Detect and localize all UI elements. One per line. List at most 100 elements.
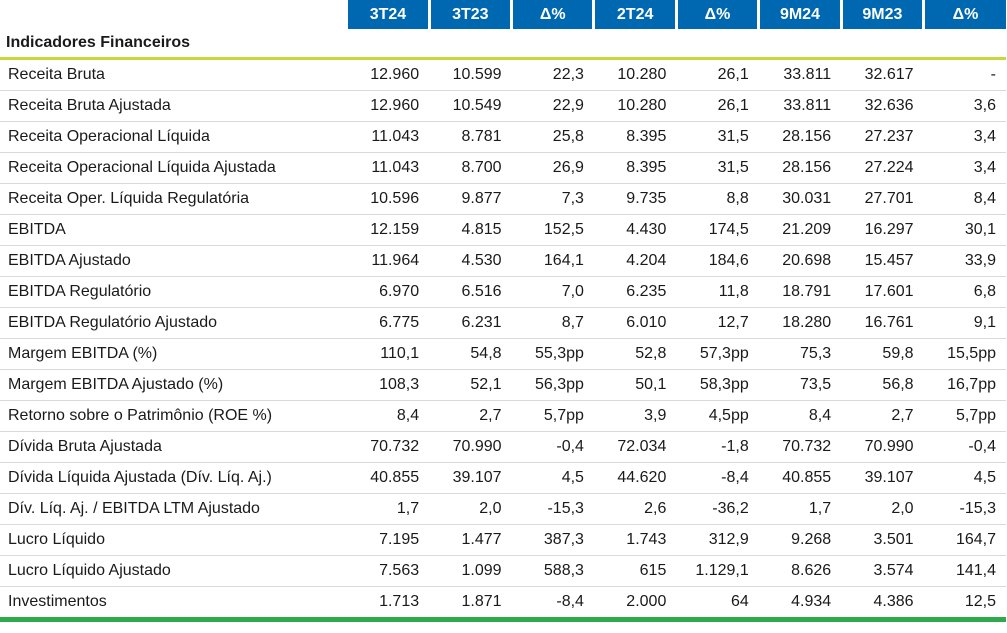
value-cell: 12.960 bbox=[346, 90, 430, 122]
value-cell: 58,3pp bbox=[676, 369, 759, 401]
value-cell: 55,3pp bbox=[511, 338, 594, 370]
column-header: Δ% bbox=[923, 0, 1006, 29]
column-header: Δ% bbox=[676, 0, 761, 29]
value-cell: 2,0 bbox=[429, 493, 512, 525]
table-row: Margem EBITDA Ajustado (%) 108,3 52,1 56,3p… bbox=[0, 369, 1006, 401]
value-cell: 8.395 bbox=[593, 152, 677, 184]
row-label: Receita Bruta bbox=[0, 58, 347, 91]
value-cell: 7.195 bbox=[346, 524, 430, 556]
value-cell: 4.934 bbox=[758, 586, 842, 622]
value-cell: 22,3 bbox=[511, 58, 594, 91]
value-cell: 174,5 bbox=[676, 214, 759, 246]
value-cell: 10.596 bbox=[346, 183, 430, 215]
value-cell: 27.237 bbox=[841, 121, 924, 153]
value-cell: 6.775 bbox=[346, 307, 430, 339]
value-cell: 5,7pp bbox=[511, 400, 594, 432]
value-cell: - bbox=[923, 58, 1006, 91]
value-cell: 387,3 bbox=[511, 524, 594, 556]
value-cell: 6.010 bbox=[593, 307, 677, 339]
row-label: Investimentos bbox=[0, 586, 347, 622]
row-label: EBITDA Ajustado bbox=[0, 245, 347, 277]
value-cell: 615 bbox=[593, 555, 677, 587]
value-cell: 33.811 bbox=[758, 58, 842, 91]
value-cell: 1.129,1 bbox=[676, 555, 759, 587]
value-cell: 39.107 bbox=[841, 462, 924, 494]
value-cell: 9.268 bbox=[758, 524, 842, 556]
table-row: Receita Operacional Líquida Ajustada 11.0… bbox=[0, 152, 1006, 184]
value-cell: 164,7 bbox=[923, 524, 1006, 556]
value-cell: 2,6 bbox=[593, 493, 677, 525]
table-body: Indicadores Financeiros Receita Bruta 12.… bbox=[0, 29, 1006, 622]
value-cell: 22,9 bbox=[511, 90, 594, 122]
value-cell: 8.395 bbox=[593, 121, 677, 153]
value-cell: 57,3pp bbox=[676, 338, 759, 370]
value-cell: 1.099 bbox=[429, 555, 512, 587]
value-cell: 12,5 bbox=[923, 586, 1006, 622]
value-cell: 1.743 bbox=[593, 524, 677, 556]
value-cell: 10.280 bbox=[593, 90, 677, 122]
table-row: Receita Oper. Líquida Regulatória 10.596 9… bbox=[0, 183, 1006, 215]
value-cell: 18.280 bbox=[758, 307, 842, 339]
value-cell: 4,5 bbox=[923, 462, 1006, 494]
value-cell: 64 bbox=[676, 586, 759, 622]
table-row: Retorno sobre o Patrimônio (ROE %) 8,4 2,7… bbox=[0, 400, 1006, 432]
value-cell: 73,5 bbox=[758, 369, 842, 401]
value-cell: 7,0 bbox=[511, 276, 594, 308]
value-cell: 4.386 bbox=[841, 586, 924, 622]
value-cell: 3,6 bbox=[923, 90, 1006, 122]
value-cell: 70.732 bbox=[346, 431, 430, 463]
column-header: 3T24 bbox=[346, 0, 431, 29]
value-cell: 7,3 bbox=[511, 183, 594, 215]
value-cell: 4.204 bbox=[593, 245, 677, 277]
value-cell: 6.231 bbox=[429, 307, 512, 339]
value-cell: -8,4 bbox=[511, 586, 594, 622]
value-cell: 8.700 bbox=[429, 152, 512, 184]
value-cell: 11.964 bbox=[346, 245, 430, 277]
row-label: Receita Operacional Líquida bbox=[0, 121, 347, 153]
table-row: Lucro Líquido Ajustado 7.563 1.099 588,3 615… bbox=[0, 555, 1006, 587]
value-cell: 6,8 bbox=[923, 276, 1006, 308]
value-cell: 5,7pp bbox=[923, 400, 1006, 432]
row-label: Lucro Líquido Ajustado bbox=[0, 555, 347, 587]
value-cell: -0,4 bbox=[923, 431, 1006, 463]
value-cell: 30,1 bbox=[923, 214, 1006, 246]
value-cell: 10.280 bbox=[593, 58, 677, 91]
table-row: EBITDA Regulatório 6.970 6.516 7,0 6.235 11,8… bbox=[0, 276, 1006, 308]
row-label: Margem EBITDA Ajustado (%) bbox=[0, 369, 347, 401]
table-row: Receita Operacional Líquida 11.043 8.781 25… bbox=[0, 121, 1006, 153]
value-cell: 1.871 bbox=[429, 586, 512, 622]
value-cell: 15,5pp bbox=[923, 338, 1006, 370]
value-cell: 3,9 bbox=[593, 400, 677, 432]
value-cell: 52,1 bbox=[429, 369, 512, 401]
value-cell: 3.501 bbox=[841, 524, 924, 556]
value-cell: 2,7 bbox=[841, 400, 924, 432]
row-label: Dívida Bruta Ajustada bbox=[0, 431, 347, 463]
value-cell: -1,8 bbox=[676, 431, 759, 463]
value-cell: 8,7 bbox=[511, 307, 594, 339]
value-cell: 17.601 bbox=[841, 276, 924, 308]
value-cell: 2,7 bbox=[429, 400, 512, 432]
value-cell: 108,3 bbox=[346, 369, 430, 401]
value-cell: 11.043 bbox=[346, 121, 430, 153]
section-title: Indicadores Financeiros bbox=[0, 29, 1006, 60]
row-label: EBITDA Regulatório Ajustado bbox=[0, 307, 347, 339]
value-cell: -8,4 bbox=[676, 462, 759, 494]
value-cell: 16.761 bbox=[841, 307, 924, 339]
value-cell: 4.530 bbox=[429, 245, 512, 277]
value-cell: 9,1 bbox=[923, 307, 1006, 339]
value-cell: 1.477 bbox=[429, 524, 512, 556]
row-label: Receita Oper. Líquida Regulatória bbox=[0, 183, 347, 215]
value-cell: 12.159 bbox=[346, 214, 430, 246]
value-cell: 8,4 bbox=[923, 183, 1006, 215]
value-cell: 32.617 bbox=[841, 58, 924, 91]
value-cell: 312,9 bbox=[676, 524, 759, 556]
row-label: EBITDA bbox=[0, 214, 347, 246]
value-cell: 50,1 bbox=[593, 369, 677, 401]
value-cell: 33,9 bbox=[923, 245, 1006, 277]
table-row: Investimentos 1.713 1.871 -8,4 2.000 64 4.934 4… bbox=[0, 586, 1006, 622]
value-cell: 31,5 bbox=[676, 121, 759, 153]
value-cell: 56,3pp bbox=[511, 369, 594, 401]
row-label: EBITDA Regulatório bbox=[0, 276, 347, 308]
